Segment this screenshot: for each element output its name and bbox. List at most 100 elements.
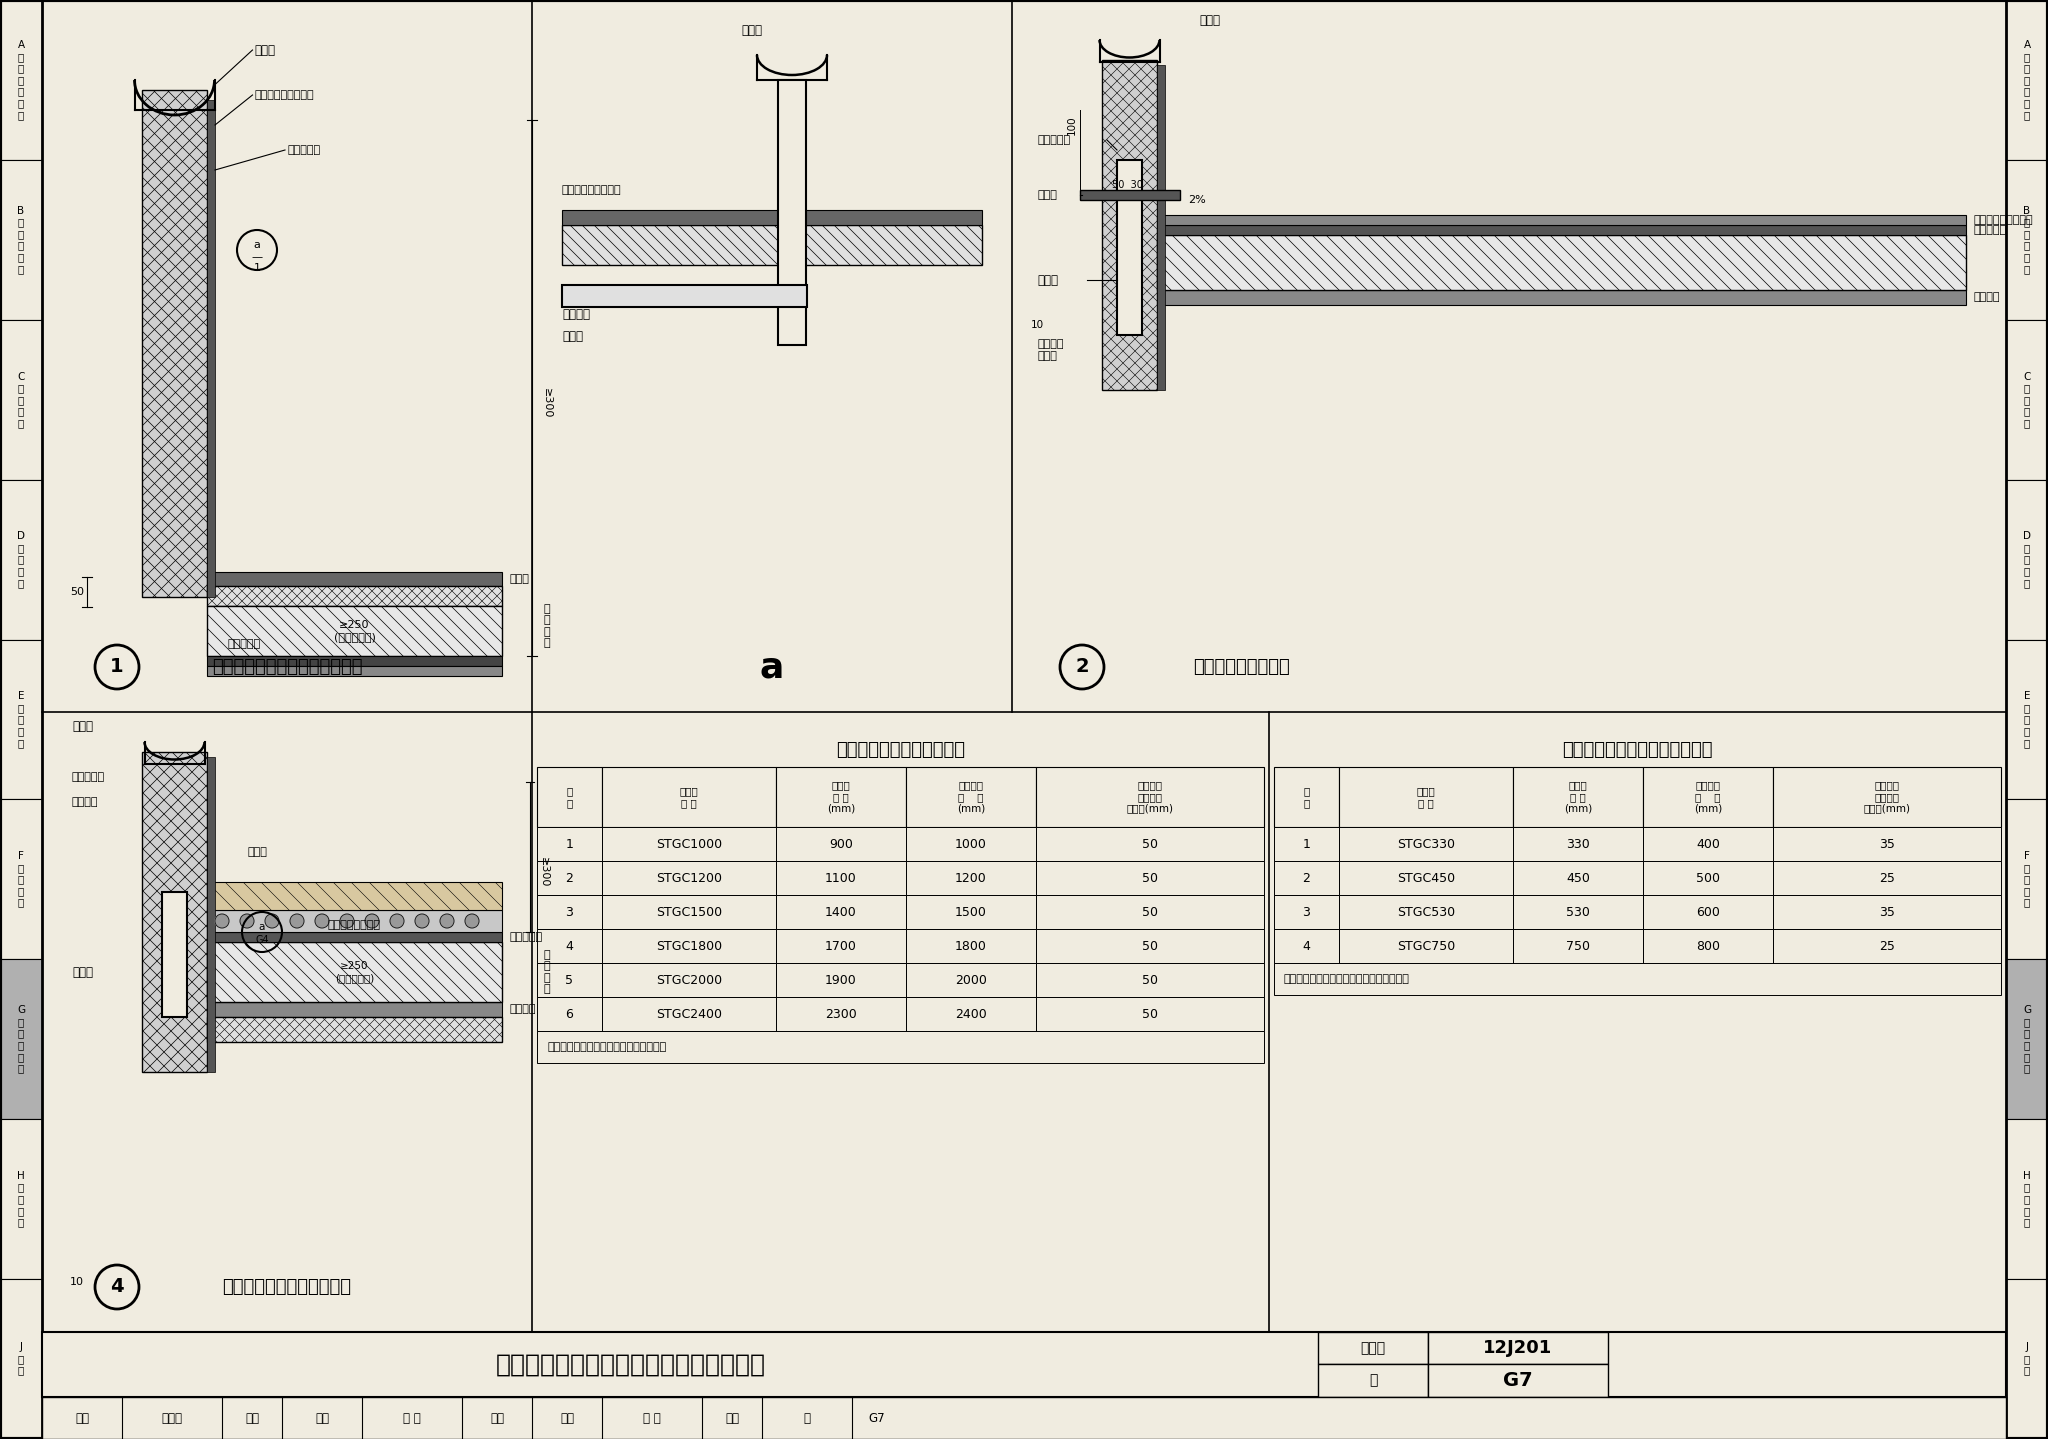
Text: 50: 50	[1143, 974, 1157, 987]
Text: a: a	[760, 650, 784, 684]
Bar	[1157, 224, 1966, 235]
Text: 原有屋面
开圆孔: 原有屋面 开圆孔	[1036, 340, 1063, 361]
Bar	[561, 210, 981, 224]
Text: 900: 900	[829, 837, 852, 850]
Text: 导光管: 导光管	[72, 966, 92, 979]
Bar	[1513, 861, 1642, 895]
Text: B
倒
置
式
屋
面: B 倒 置 式 屋 面	[18, 206, 25, 273]
Text: 4: 4	[111, 1278, 123, 1297]
Text: STGC1500: STGC1500	[655, 905, 723, 918]
Bar	[0, 960, 43, 1120]
Text: A
卷
材
涂
膜
屋
面: A 卷 材 涂 膜 屋 面	[2023, 40, 2030, 119]
Text: 注：本表适用于定制型号采光照明系统。: 注：本表适用于定制型号采光照明系统。	[547, 1042, 666, 1052]
Bar	[776, 767, 905, 827]
Text: H
通
用
详
图: H 通 用 详 图	[16, 1171, 25, 1227]
Bar	[0, 479, 43, 639]
Bar	[1157, 291, 1966, 305]
Text: 改造屋面导光管系统开孔数据表: 改造屋面导光管系统开孔数据表	[1563, 741, 1712, 758]
Text: STGC450: STGC450	[1397, 872, 1454, 885]
Text: 序
号: 序 号	[567, 786, 573, 807]
Text: C
架
空
屋
面: C 架 空 屋 面	[2023, 371, 2032, 427]
Text: 4: 4	[565, 940, 573, 953]
Text: 留孔尺寸
直    径
(mm): 留孔尺寸 直 径 (mm)	[956, 780, 985, 813]
Text: 附加防水层: 附加防水层	[287, 145, 319, 155]
Bar	[207, 882, 502, 909]
Bar	[905, 930, 1036, 963]
Text: 序
号: 序 号	[1303, 786, 1309, 807]
Bar	[0, 0, 43, 160]
Text: 防水层: 防水层	[510, 574, 530, 584]
Text: 1500: 1500	[954, 905, 987, 918]
Text: 4: 4	[1303, 940, 1311, 953]
Bar	[1339, 767, 1513, 827]
Text: 1900: 1900	[825, 974, 856, 987]
Text: 50: 50	[1143, 905, 1157, 918]
Bar	[537, 827, 602, 861]
Bar	[1513, 827, 1642, 861]
Circle shape	[264, 914, 279, 928]
Text: 审核: 审核	[76, 1412, 88, 1425]
Text: ≥300: ≥300	[543, 389, 553, 419]
Text: 页: 页	[1368, 1373, 1376, 1387]
Bar	[2005, 800, 2048, 960]
Text: 屋
面
做
法: 屋 面 做 法	[543, 603, 551, 649]
Text: 1800: 1800	[954, 940, 987, 953]
Text: G
导
光
管
采
光: G 导 光 管 采 光	[16, 1006, 25, 1073]
Text: 1: 1	[111, 658, 123, 676]
Bar	[1274, 767, 1339, 827]
Bar	[1774, 895, 2001, 930]
Bar	[1339, 930, 1513, 963]
Bar	[141, 91, 207, 597]
Bar	[2005, 160, 2048, 319]
Bar	[537, 895, 602, 930]
Text: 1: 1	[1303, 837, 1311, 850]
Text: J
附
录: J 附 录	[2023, 1343, 2030, 1376]
Bar	[776, 895, 905, 930]
Text: 600: 600	[1696, 905, 1720, 918]
Text: E
蓄
水
屋
面: E 蓄 水 屋 面	[2023, 691, 2030, 748]
Bar	[1319, 1364, 1427, 1397]
Text: 导光管
直 径
(mm): 导光管 直 径 (mm)	[1565, 780, 1591, 813]
Bar	[1274, 930, 1339, 963]
Text: 50: 50	[1143, 837, 1157, 850]
Bar	[1036, 827, 1264, 861]
Bar	[207, 1002, 502, 1017]
Text: 2: 2	[1303, 872, 1311, 885]
Text: 改造种植屋面（防雨套圈）: 改造种植屋面（防雨套圈）	[223, 1278, 352, 1297]
Bar	[1774, 930, 2001, 963]
Text: 开孔内径
与光导管
的间距(mm): 开孔内径 与光导管 的间距(mm)	[1864, 780, 1911, 813]
Bar	[1036, 767, 1264, 827]
Text: 页: 页	[803, 1412, 811, 1425]
Bar	[1116, 160, 1143, 335]
Text: 固定支架: 固定支架	[561, 308, 590, 321]
Text: 采光罩: 采光罩	[741, 23, 762, 36]
Bar	[2005, 960, 2048, 1120]
Text: D
种
植
屋
面: D 种 植 屋 面	[16, 531, 25, 587]
Bar	[0, 1279, 43, 1439]
Text: STGC750: STGC750	[1397, 940, 1456, 953]
Circle shape	[389, 914, 403, 928]
Bar	[0, 639, 43, 800]
Bar	[776, 997, 905, 1030]
Bar	[1427, 1333, 1608, 1364]
Bar	[162, 892, 186, 1017]
Text: 3: 3	[1303, 905, 1311, 918]
Text: 1100: 1100	[825, 872, 856, 885]
Bar	[207, 666, 502, 676]
Text: 留孔内径
与光导管
的间距(mm): 留孔内径 与光导管 的间距(mm)	[1126, 780, 1174, 813]
Text: 12J201: 12J201	[1483, 1340, 1552, 1357]
Text: 李正刚: 李正刚	[162, 1412, 182, 1425]
Text: 原有屋面: 原有屋面	[1974, 292, 2001, 302]
Bar	[1036, 895, 1264, 930]
Text: 750: 750	[1567, 940, 1589, 953]
Text: 附加防水层: 附加防水层	[510, 932, 543, 943]
Bar	[561, 224, 981, 265]
Text: a: a	[258, 922, 264, 932]
Text: 导光管
型 号: 导光管 型 号	[680, 786, 698, 807]
Text: 50  30: 50 30	[1112, 180, 1143, 190]
Bar	[2005, 0, 2048, 160]
Bar	[1642, 767, 1774, 827]
Text: 2400: 2400	[954, 1007, 987, 1020]
Text: E
蓄
水
屋
面: E 蓄 水 屋 面	[18, 691, 25, 748]
Text: STGC1000: STGC1000	[655, 837, 723, 850]
